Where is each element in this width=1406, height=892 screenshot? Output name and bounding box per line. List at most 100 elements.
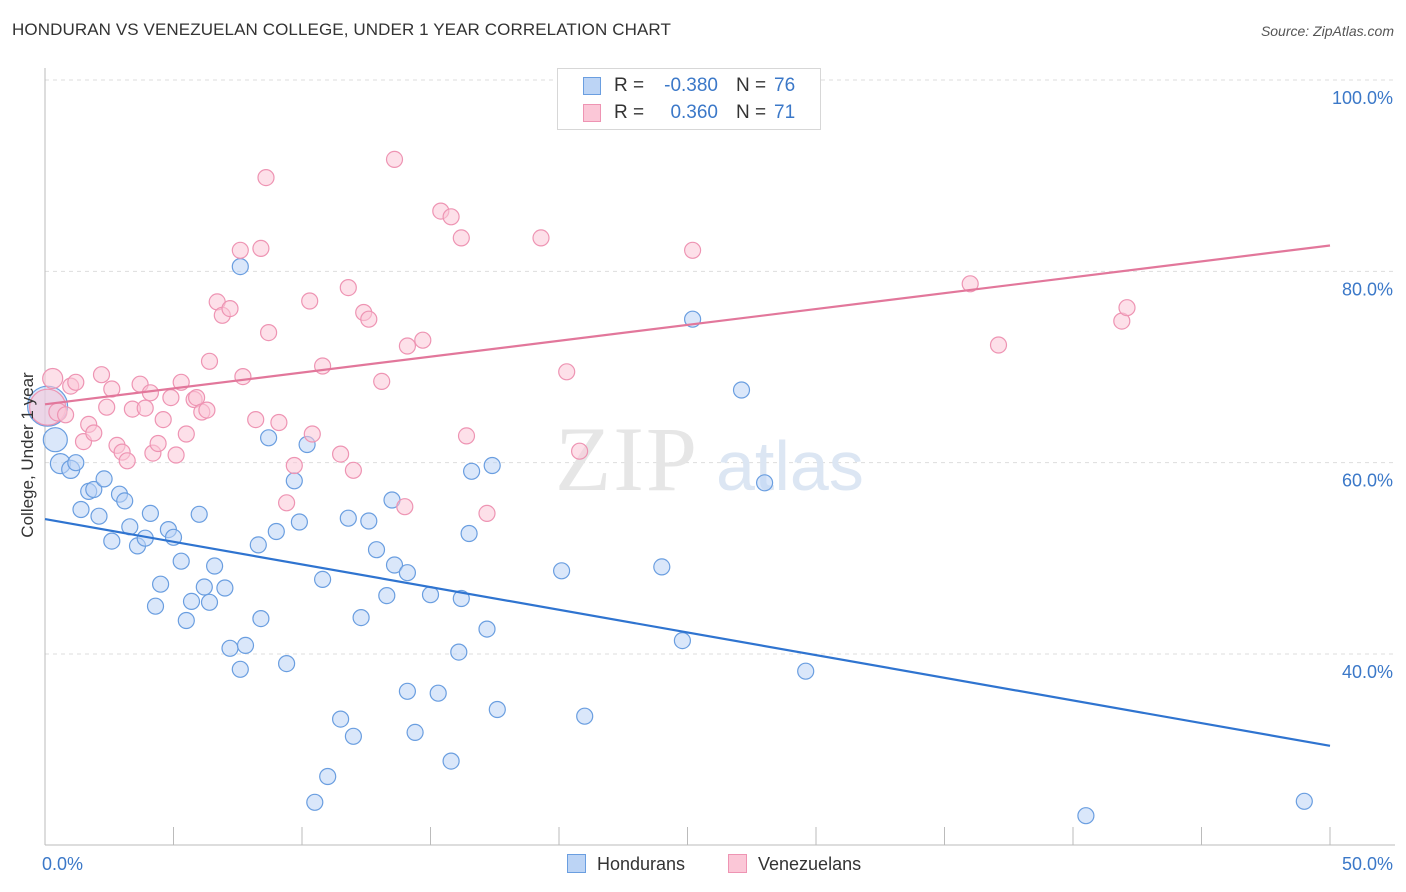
n-value: 76 [774,75,796,96]
venezuelan-point [270,413,288,432]
honduran-point [398,564,416,582]
n-label: N = [736,102,767,123]
venezuelan-point [118,452,136,470]
venezuelan-point [198,401,216,419]
honduran-point [42,427,68,453]
x-tick-label-max: 50.0% [1342,854,1393,874]
watermark: ZIP atlas [555,408,864,510]
chart-title: HONDURAN VS VENEZUELAN COLLEGE, UNDER 1 … [12,20,671,39]
honduran-point [367,541,386,559]
honduran-point [177,611,195,630]
honduran-point [231,258,249,276]
honduran-point [190,505,208,523]
honduran-point [216,579,234,597]
honduran-point [146,597,165,615]
venezuelan-point [373,372,391,390]
honduran-point [260,429,278,447]
honduran-point [72,500,90,519]
venezuelan-point [532,229,550,247]
venezuelan-point [234,368,252,386]
honduran-point [452,589,470,608]
honduran-point [360,512,378,530]
stats-legend: R = -0.380 N = 76 R = 0.360 N = 71 [557,68,821,130]
venezuelan-trendline [44,244,1331,406]
honduran-point [339,509,357,527]
venezuelan-point [257,169,275,187]
honduran-point [797,662,815,680]
venezuelan-point [683,241,702,259]
venezuelan-point [247,411,265,429]
honduran-point [85,480,103,499]
venezuelan-point [149,434,167,453]
honduran-point [406,723,424,742]
venezuelan-point [162,389,180,407]
venezuelans-swatch [583,104,601,122]
venezuelan-point [360,310,378,328]
venezuelan-point [260,324,278,342]
hondurans-swatch [583,77,601,95]
venezuelan-point [570,442,589,460]
honduran-point [450,643,468,661]
honduran-point [290,513,308,531]
honduran-point [267,522,285,541]
honduran-point [285,472,303,490]
honduran-point [552,562,571,580]
venezuelan-point [221,300,239,318]
n-label: N = [736,75,767,96]
honduran-trendline [44,518,1331,747]
honduran-point [488,700,506,719]
honduran-point [732,381,751,399]
y-tick-label: 80.0% [1342,279,1393,299]
honduran-point [755,474,774,492]
honduran-point [236,636,255,655]
y-tick-label: 60.0% [1342,471,1393,491]
hondurans-legend-swatch [567,854,586,873]
venezuelan-point [457,427,476,445]
venezuelan-point [42,367,64,390]
venezuelan-point [303,425,321,443]
venezuelan-point [278,494,296,512]
honduran-point [398,682,416,700]
venezuelan-point [98,398,116,416]
honduran-point [332,710,350,728]
y-tick-label: 40.0% [1342,662,1393,682]
r-label: R = [614,102,645,123]
honduran-point [344,727,362,745]
stats-row-hondurans: R = -0.380 N = 76 [558,74,820,98]
venezuelan-point [154,411,172,429]
venezuelans-legend-label: Venezuelans [758,854,862,874]
y-tick-label: 100.0% [1332,88,1393,108]
honduran-point [103,532,121,550]
r-value: -0.380 [664,75,718,96]
r-label: R = [614,75,645,96]
venezuelan-point [396,498,414,516]
honduran-point [172,552,190,570]
venezuelan-point [167,446,185,464]
honduran-point [319,767,337,786]
y-axis-label: College, Under 1 year [18,372,37,538]
x-tick-label-min: 0.0% [42,854,83,874]
points-layer [26,150,1313,825]
honduran-point [478,620,496,638]
venezuelan-point [285,456,303,475]
venezuelan-point [177,425,195,443]
honduran-point [463,462,481,480]
honduran-point [483,456,501,475]
honduran-point [442,752,460,770]
venezuelan-point [200,352,219,370]
grid-layer [45,79,1395,655]
honduran-point [67,454,85,472]
hondurans-legend-label: Hondurans [597,854,686,874]
honduran-point [249,536,267,554]
r-value: 0.360 [670,102,718,123]
venezuelan-point [339,279,357,297]
honduran-point [653,558,671,576]
venezuelan-point [92,366,111,384]
honduran-point [221,639,239,657]
venezuelan-point [252,239,270,257]
honduran-point [231,660,249,678]
honduran-point [141,504,159,523]
watermark-atlas: atlas [716,427,864,505]
venezuelan-point [332,445,350,463]
